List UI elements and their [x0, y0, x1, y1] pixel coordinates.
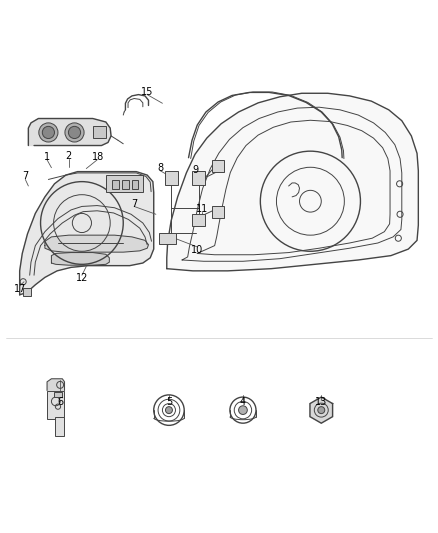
Polygon shape	[167, 93, 418, 271]
Circle shape	[166, 407, 173, 414]
Bar	[159, 233, 177, 244]
Bar	[53, 392, 62, 397]
Bar	[93, 126, 106, 138]
Polygon shape	[28, 118, 111, 146]
Text: 12: 12	[76, 273, 88, 283]
Text: 15: 15	[141, 86, 153, 96]
Circle shape	[318, 407, 325, 414]
Circle shape	[39, 123, 58, 142]
Text: 9: 9	[192, 165, 198, 175]
Polygon shape	[51, 253, 110, 265]
Polygon shape	[45, 235, 148, 252]
Polygon shape	[310, 397, 332, 423]
Bar	[132, 180, 138, 189]
Bar	[192, 214, 205, 227]
Bar	[106, 175, 143, 192]
Circle shape	[68, 126, 81, 139]
Polygon shape	[47, 379, 64, 391]
Bar	[192, 171, 205, 184]
Text: 13: 13	[315, 397, 327, 407]
Text: 11: 11	[195, 204, 208, 214]
Text: 10: 10	[191, 245, 203, 255]
Text: 1: 1	[44, 152, 50, 162]
Bar	[212, 160, 224, 173]
Circle shape	[65, 123, 84, 142]
Text: 18: 18	[92, 152, 104, 162]
Bar	[113, 180, 119, 189]
Bar	[47, 391, 64, 419]
Bar	[55, 417, 64, 436]
Bar	[122, 180, 129, 189]
Text: 6: 6	[57, 397, 63, 407]
Polygon shape	[20, 172, 154, 295]
Text: 5: 5	[166, 397, 172, 407]
Bar	[165, 171, 178, 184]
Text: 8: 8	[157, 163, 163, 173]
Text: 2: 2	[66, 150, 72, 160]
Circle shape	[239, 406, 247, 415]
Circle shape	[42, 126, 54, 139]
Bar	[212, 206, 224, 218]
Text: 4: 4	[240, 397, 246, 407]
Text: 7: 7	[22, 172, 28, 181]
Text: 7: 7	[131, 199, 137, 209]
Text: 17: 17	[14, 284, 26, 294]
Bar	[23, 288, 31, 296]
